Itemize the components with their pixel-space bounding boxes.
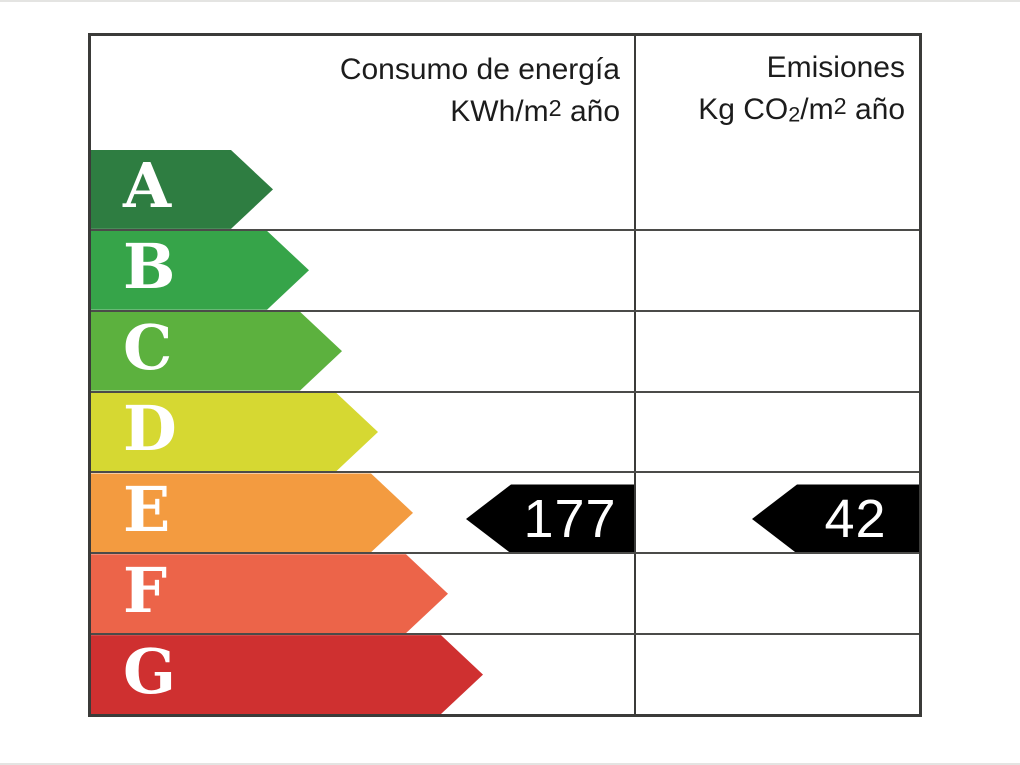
rating-letter-c: C <box>123 311 173 385</box>
rating-letter-f: F <box>123 553 168 627</box>
consumo-header-unit: KWh/m2 año <box>450 94 620 129</box>
rating-letter-e: E <box>123 472 171 546</box>
emisiones-header-unit: Kg CO2/m2 año <box>698 92 905 127</box>
table-header-row: Consumo de energía KWh/m2 año Emisiones … <box>91 36 919 150</box>
rating-row-d-emisiones-cell <box>634 392 919 472</box>
emisiones-header-title: Emisiones <box>766 50 905 84</box>
rating-rows: A B C <box>91 150 919 715</box>
rating-letter-d: D <box>123 392 177 465</box>
rating-arrow-e: E <box>91 473 413 552</box>
rating-arrow-g: G <box>91 635 483 714</box>
energy-rating-table: Consumo de energía KWh/m2 año Emisiones … <box>88 33 922 717</box>
emisiones-value-indicator-arrow: 42 <box>752 484 919 554</box>
rating-arrow-b: B <box>91 231 309 310</box>
rating-row-f: F <box>91 552 919 634</box>
consumo-header-title: Consumo de energía <box>339 52 620 86</box>
rating-row-e-emisiones-cell: 42 <box>634 473 919 554</box>
rating-row-e-consumo-cell: E 177 <box>91 473 634 554</box>
image-bottom-edge <box>0 763 1020 765</box>
rating-arrow-f: F <box>91 554 448 633</box>
rating-arrow-a: A <box>91 150 273 229</box>
rating-row-c-consumo-cell: C <box>91 312 634 391</box>
consumo-value: 177 <box>523 488 617 549</box>
rating-letter-g: G <box>123 634 176 708</box>
rating-row-d-consumo-cell: D <box>91 393 634 472</box>
rating-row-g-emisiones-cell <box>634 635 919 715</box>
rating-arrow-c: C <box>91 312 342 391</box>
rating-row-c-emisiones-cell <box>634 311 919 391</box>
image-top-edge <box>0 0 1020 2</box>
rating-row-f-emisiones-cell <box>634 554 919 634</box>
rating-letter-a: A <box>123 149 172 223</box>
emisiones-value: 42 <box>824 488 887 549</box>
rating-row-b: B <box>91 228 919 310</box>
rating-row-f-consumo-cell: F <box>91 554 634 633</box>
rating-row-c: C <box>91 309 919 391</box>
rating-row-d: D <box>91 390 919 472</box>
rating-row-g: G <box>91 633 919 715</box>
rating-row-e: E 177 42 <box>91 471 919 554</box>
rating-row-a-consumo-cell: A <box>91 150 634 229</box>
rating-arrow-d: D <box>91 393 378 472</box>
rating-row-b-consumo-cell: B <box>91 231 634 310</box>
rating-row-b-emisiones-cell <box>634 230 919 310</box>
rating-row-a: A <box>91 150 919 229</box>
emisiones-header-cell: Emisiones Kg CO2/m2 año <box>634 36 919 150</box>
consumo-value-indicator-arrow: 177 <box>466 484 634 554</box>
consumo-header-cell: Consumo de energía KWh/m2 año <box>91 36 634 150</box>
rating-row-g-consumo-cell: G <box>91 635 634 714</box>
rating-row-a-emisiones-cell <box>634 150 919 229</box>
rating-letter-b: B <box>123 230 176 304</box>
